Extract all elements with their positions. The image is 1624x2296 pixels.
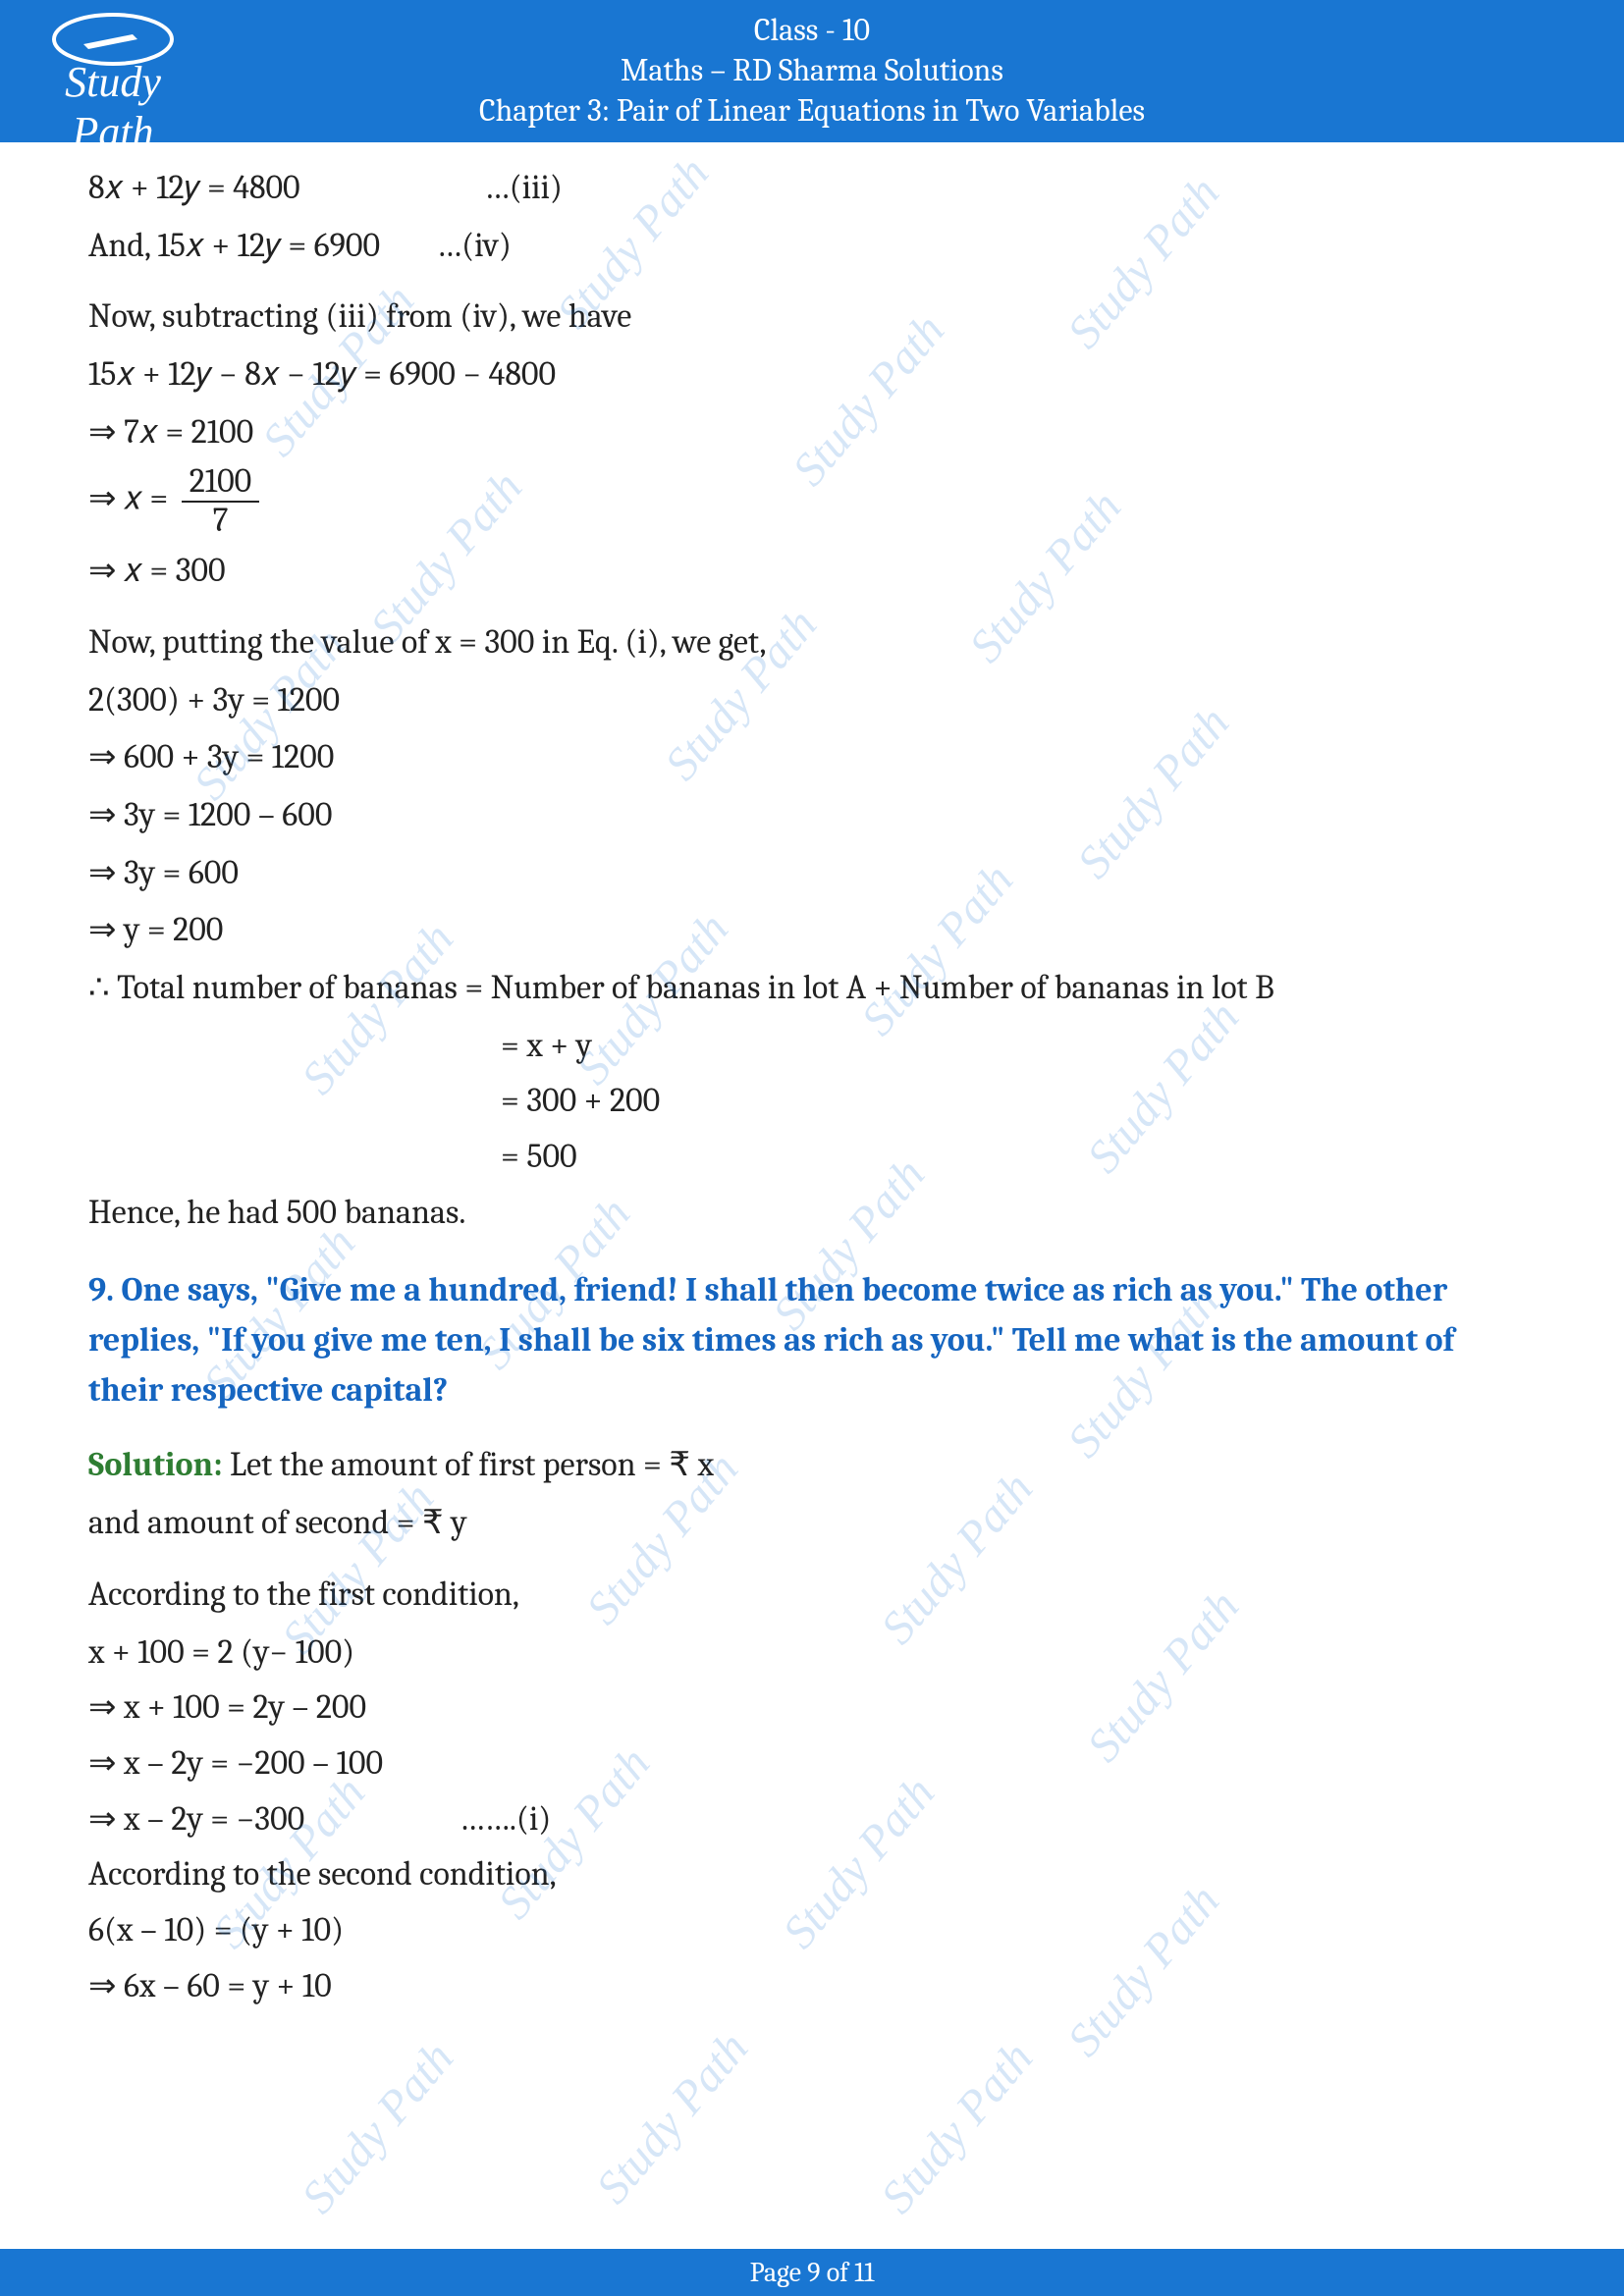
equation-line: ⇒ 𝑥 = 300 bbox=[88, 545, 1536, 597]
solution-line: Solution: Let the amount of first person… bbox=[88, 1439, 1536, 1491]
narrative-line: Now, putting the value of x = 300 in Eq.… bbox=[88, 616, 1536, 668]
fraction-denominator: 7 bbox=[182, 503, 260, 539]
fraction-numerator: 2100 bbox=[182, 463, 260, 502]
narrative-line: Now, subtracting (iii) from (iv), we hav… bbox=[88, 291, 1536, 343]
conclusion-line: Hence, he had 500 bananas. bbox=[88, 1187, 1536, 1239]
equation-line: And, 15𝑥 + 12𝑦 = 6900 …(iv) bbox=[88, 220, 1536, 272]
header-class: Class - 10 bbox=[0, 12, 1624, 48]
equation-line: and amount of second = ₹ y bbox=[88, 1497, 1536, 1549]
eq-ref: …….(i) bbox=[460, 1793, 552, 1845]
eq-ref: …(iii) bbox=[484, 162, 563, 214]
narrative-line: According to the first condition, bbox=[88, 1569, 1536, 1621]
solution-text: Let the amount of first person = ₹ x bbox=[223, 1445, 714, 1484]
narrative-line: According to the second condition, bbox=[88, 1848, 1536, 1900]
equation-line: ⇒ 𝑥 = 2100 7 bbox=[88, 463, 1536, 539]
watermark: Study Path bbox=[585, 2022, 759, 2215]
equation-line: ⇒ x – 2y = −200 – 100 bbox=[88, 1737, 1536, 1789]
equation-line: ⇒ 7𝑥 = 2100 bbox=[88, 406, 1536, 458]
header-chapter: Chapter 3: Pair of Linear Equations in T… bbox=[0, 92, 1624, 129]
page-header: Study Path Class - 10 Maths – RD Sharma … bbox=[0, 0, 1624, 142]
equation-line: 6(x – 10) = (y + 10) bbox=[88, 1904, 1536, 1956]
eq-text: ⇒ x – 2y = −300 bbox=[88, 1799, 304, 1839]
equation-line: 8𝑥 + 12𝑦 = 4800 …(iii) bbox=[88, 162, 1536, 214]
equation-line: 2(300) + 3y = 1200 bbox=[88, 674, 1536, 726]
study-path-logo: Study Path bbox=[29, 10, 196, 108]
equation-line: ⇒ 3y = 600 bbox=[88, 847, 1536, 899]
eq-text: And, 15𝑥 + 12𝑦 = 6900 bbox=[88, 226, 380, 265]
eq-text: 8𝑥 + 12𝑦 = 4800 bbox=[88, 168, 300, 207]
fraction: 2100 7 bbox=[182, 463, 260, 539]
equation-line: ⇒ x + 100 = 2y – 200 bbox=[88, 1682, 1536, 1734]
page-content: 8𝑥 + 12𝑦 = 4800 …(iii) And, 15𝑥 + 12𝑦 = … bbox=[0, 142, 1624, 2011]
equation-line: x + 100 = 2 (y− 100) bbox=[88, 1627, 1536, 1679]
header-subject: Maths – RD Sharma Solutions bbox=[0, 52, 1624, 88]
calc-line: = x + y bbox=[88, 1020, 1536, 1072]
eq-ref: …(iv) bbox=[437, 220, 512, 272]
conclusion-line: ∴ Total number of bananas = Number of ba… bbox=[88, 962, 1536, 1014]
solution-label: Solution: bbox=[88, 1445, 223, 1484]
calc-line: = 300 + 200 bbox=[88, 1075, 1536, 1127]
eq-prefix: ⇒ 𝑥 = bbox=[88, 479, 168, 518]
equation-line: ⇒ x – 2y = −300 …….(i) bbox=[88, 1793, 1536, 1845]
calc-line: = 500 bbox=[88, 1131, 1536, 1183]
question-9: 9. One says, "Give me a hundred, friend!… bbox=[88, 1265, 1536, 1415]
equation-line: ⇒ y = 200 bbox=[88, 904, 1536, 956]
page-number: Page 9 of 11 bbox=[750, 2257, 875, 2288]
page-footer: Page 9 of 11 bbox=[0, 2249, 1624, 2296]
equation-line: ⇒ 600 + 3y = 1200 bbox=[88, 731, 1536, 783]
watermark: Study Path bbox=[870, 2032, 1044, 2224]
equation-line: ⇒ 3y = 1200 – 600 bbox=[88, 789, 1536, 841]
equation-line: ⇒ 6x – 60 = y + 10 bbox=[88, 1960, 1536, 2012]
watermark: Study Path bbox=[291, 2032, 464, 2224]
equation-line: 15𝑥 + 12𝑦 − 8𝑥 − 12𝑦 = 6900 − 4800 bbox=[88, 348, 1536, 400]
